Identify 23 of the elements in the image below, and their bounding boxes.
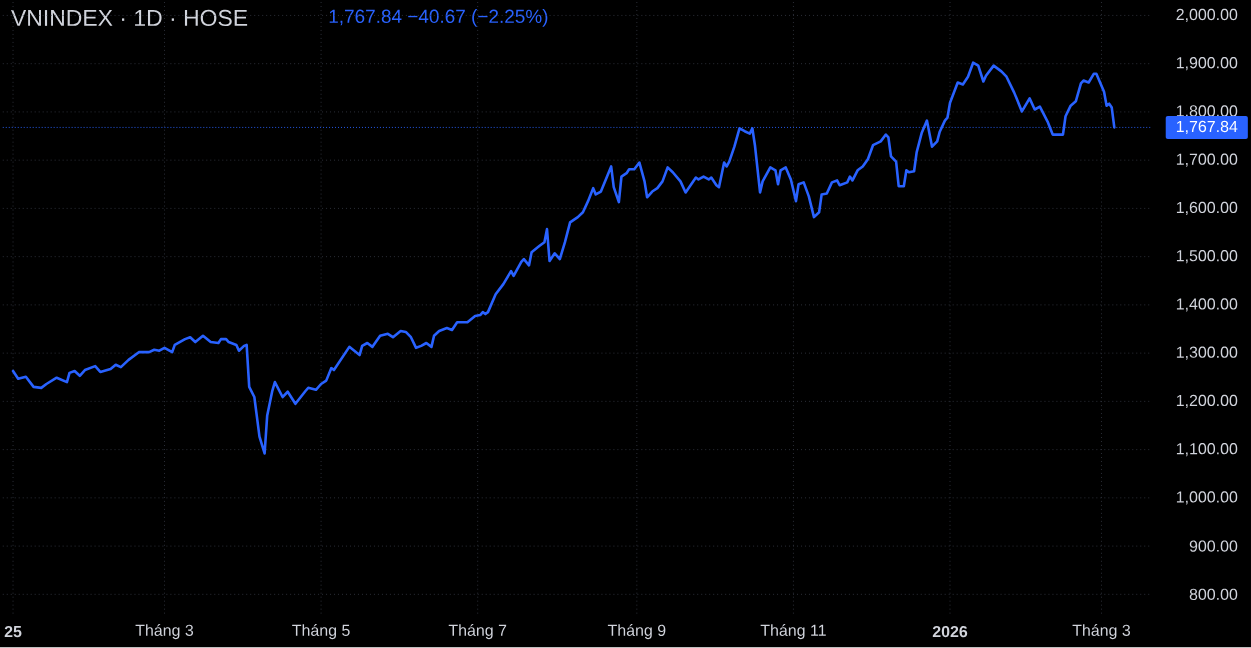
x-tick-label: Tháng 9 bbox=[607, 624, 666, 640]
y-tick-label: 1,000.00 bbox=[1176, 491, 1238, 505]
y-tick-label: 1,600.00 bbox=[1176, 202, 1238, 216]
y-tick-label: 900.00 bbox=[1189, 540, 1238, 552]
y-tick-label: 1,500.00 bbox=[1176, 250, 1238, 264]
x-tick-label: Tháng 7 bbox=[448, 624, 507, 640]
y-tick-label: 2,000.00 bbox=[1176, 9, 1238, 23]
chart-subtitle: 1,767.84 −40.67 (−2.25%) bbox=[329, 9, 548, 28]
x-tick-label: 2026 bbox=[932, 626, 968, 638]
x-tick-label: Tháng 11 bbox=[760, 624, 826, 640]
y-tick-label: 1,300.00 bbox=[1176, 346, 1238, 360]
x-tick-label: 25 bbox=[4, 626, 22, 638]
y-tick-label: 1,900.00 bbox=[1176, 57, 1238, 71]
y-tick-label: 1,400.00 bbox=[1176, 298, 1238, 312]
y-tick-label: 1,200.00 bbox=[1176, 394, 1238, 409]
y-tick-label: 1,100.00 bbox=[1176, 443, 1238, 457]
chart-title: VNINDEX · 1D · HOSE bbox=[11, 10, 248, 27]
y-tick-label: 1,700.00 bbox=[1176, 153, 1238, 167]
y-tick-label: 800.00 bbox=[1189, 588, 1238, 601]
x-tick-label: Tháng 5 bbox=[292, 624, 350, 640]
ref-line-label: 1,767.84 bbox=[1176, 121, 1238, 135]
x-tick-label: Tháng 3 bbox=[135, 624, 194, 640]
x-tick-label: Tháng 3 bbox=[1072, 624, 1131, 640]
